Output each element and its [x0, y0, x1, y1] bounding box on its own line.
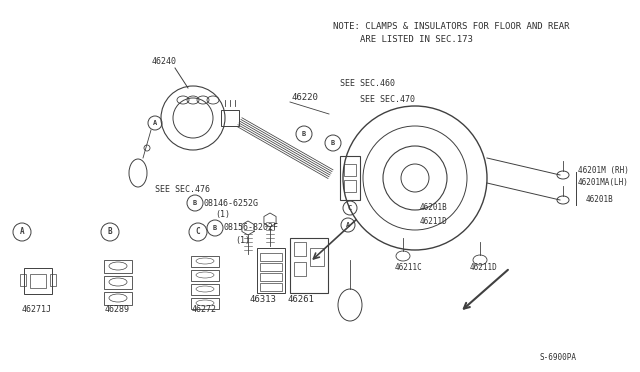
Bar	[20, 274, 26, 286]
Text: 08146-6252G: 08146-6252G	[204, 199, 259, 208]
Text: B: B	[302, 131, 306, 137]
Bar	[260, 253, 282, 261]
Bar	[191, 270, 219, 281]
Bar	[340, 156, 360, 200]
Bar	[344, 164, 356, 176]
Text: 46240: 46240	[152, 58, 177, 67]
Bar	[260, 273, 282, 281]
Text: (1): (1)	[215, 211, 230, 219]
Text: 46289: 46289	[105, 305, 130, 314]
Text: NOTE: CLAMPS & INSULATORS FOR FLOOR AND REAR: NOTE: CLAMPS & INSULATORS FOR FLOOR AND …	[333, 22, 570, 31]
Text: B: B	[108, 228, 112, 237]
Text: C: C	[348, 205, 352, 211]
Bar	[344, 180, 356, 192]
Text: 46271J: 46271J	[22, 305, 52, 314]
Text: 46211C: 46211C	[395, 263, 423, 273]
Text: 46211D: 46211D	[470, 263, 498, 273]
Text: SEE SEC.470: SEE SEC.470	[360, 96, 415, 105]
Text: 46313: 46313	[250, 295, 277, 305]
Text: 46201B: 46201B	[420, 203, 448, 212]
Text: B: B	[193, 200, 197, 206]
Bar	[191, 284, 219, 295]
Bar	[257, 248, 285, 293]
Bar	[104, 260, 132, 273]
Bar	[104, 276, 132, 289]
Bar	[24, 268, 52, 294]
Text: C: C	[196, 228, 200, 237]
Text: SEE SEC.476: SEE SEC.476	[155, 186, 210, 195]
Text: B: B	[213, 225, 217, 231]
Text: S-6900PA: S-6900PA	[540, 353, 577, 362]
Text: 46211D: 46211D	[420, 217, 448, 225]
Bar	[294, 242, 306, 256]
Text: 46201M (RH): 46201M (RH)	[578, 166, 629, 174]
Text: B: B	[331, 140, 335, 146]
Text: ARE LISTED IN SEC.173: ARE LISTED IN SEC.173	[360, 35, 473, 44]
Bar	[221, 110, 239, 126]
Bar	[104, 292, 132, 305]
Bar	[50, 274, 56, 286]
Text: 46220: 46220	[291, 93, 318, 102]
Text: 46272: 46272	[192, 305, 217, 314]
Bar	[191, 298, 219, 309]
Text: 46261: 46261	[288, 295, 315, 305]
Text: A: A	[346, 222, 350, 228]
Text: 08156-8202F: 08156-8202F	[224, 224, 279, 232]
Text: SEE SEC.460: SEE SEC.460	[340, 78, 395, 87]
Bar	[30, 274, 46, 288]
Text: 46201MA(LH): 46201MA(LH)	[578, 179, 629, 187]
Bar	[310, 248, 324, 266]
Text: A: A	[153, 120, 157, 126]
Text: 46201B: 46201B	[586, 196, 614, 205]
Text: A: A	[20, 228, 24, 237]
Bar	[260, 263, 282, 271]
Bar	[191, 256, 219, 267]
Bar	[290, 238, 328, 293]
Text: (1): (1)	[235, 235, 250, 244]
Bar	[294, 262, 306, 276]
Bar	[260, 283, 282, 291]
